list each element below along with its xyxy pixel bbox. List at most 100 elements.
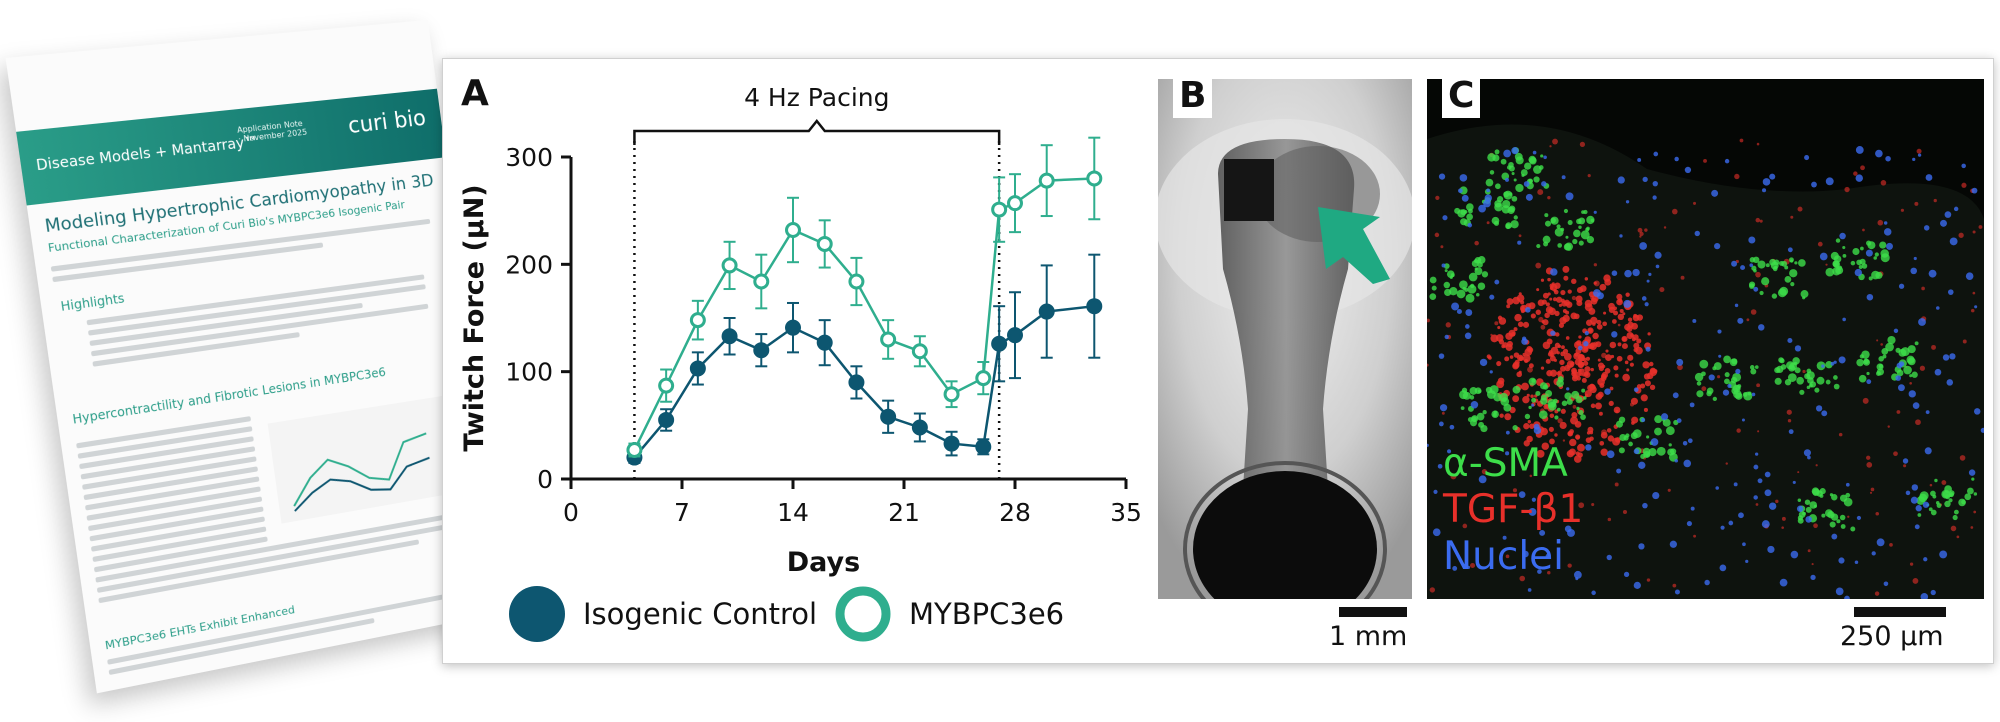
tgf-beta1-signal: [1630, 402, 1634, 406]
alpha-sma-signal: [1476, 293, 1480, 297]
tgf-beta1-signal: [1615, 374, 1619, 378]
nuclei-signal: [1974, 408, 1980, 414]
tgf-beta1-signal: [1578, 359, 1582, 363]
alpha-sma-signal: [1881, 348, 1888, 355]
alpha-sma-signal: [1789, 257, 1794, 262]
nuclei-signal: [1585, 444, 1591, 450]
nuclei-signal: [1725, 159, 1729, 163]
tgf-beta1-signal: [1839, 433, 1843, 437]
alpha-sma-signal: [1654, 428, 1662, 436]
nuclei-signal: [1791, 551, 1799, 559]
alpha-sma-signal: [1873, 256, 1877, 260]
alpha-sma-signal: [1460, 218, 1467, 225]
alpha-sma-signal: [1553, 399, 1558, 404]
stain-label-tgfb1: TGF-β1: [1443, 487, 1583, 532]
tgf-beta1-signal: [1498, 316, 1502, 320]
scale-bar-b: [1339, 607, 1407, 617]
nuclei-signal: [1690, 402, 1695, 407]
nuclei-signal: [1709, 374, 1715, 380]
alpha-sma-signal: [1573, 230, 1581, 238]
nuclei-signal: [1677, 418, 1682, 423]
tgf-beta1-signal: [1442, 412, 1445, 415]
nuclei-signal: [1618, 176, 1625, 183]
nuclei-signal: [1745, 560, 1748, 563]
alpha-sma-signal: [1444, 282, 1450, 288]
nuclei-signal: [1612, 270, 1618, 276]
alpha-sma-signal: [1507, 207, 1514, 214]
alpha-sma-signal: [1454, 208, 1460, 214]
alpha-sma-signal: [1461, 406, 1465, 410]
alpha-sma-signal: [1521, 174, 1524, 177]
tgf-beta1-signal: [1790, 216, 1793, 219]
alpha-sma-signal: [1713, 397, 1717, 401]
tgf-beta1-signal: [1625, 292, 1629, 296]
tgf-beta1-signal: [1585, 277, 1588, 280]
alpha-sma-signal: [1840, 515, 1846, 521]
alpha-sma-signal: [1492, 154, 1499, 161]
alpha-sma-signal: [1817, 377, 1825, 385]
tgf-beta1-signal: [1875, 512, 1879, 516]
alpha-sma-signal: [1466, 213, 1473, 220]
nuclei-signal: [1543, 156, 1547, 160]
nuclei-signal: [1762, 520, 1770, 528]
nuclei-signal: [1433, 528, 1441, 536]
nuclei-signal: [1753, 495, 1757, 499]
nuclei-signal: [1634, 387, 1639, 392]
data-point: [882, 410, 895, 423]
tgf-beta1-signal: [1549, 298, 1552, 301]
tgf-beta1-signal: [1573, 405, 1577, 409]
nuclei-signal: [1654, 252, 1661, 259]
data-point: [1009, 329, 1022, 342]
nuclei-signal: [1626, 200, 1629, 203]
nuclei-signal: [1884, 581, 1889, 586]
tgf-beta1-signal: [1557, 351, 1560, 354]
tgf-beta1-signal: [1504, 413, 1511, 420]
tgf-beta1-signal: [1595, 402, 1602, 409]
nuclei-signal: [1821, 410, 1827, 416]
alpha-sma-signal: [1581, 230, 1590, 239]
nuclei-signal: [1486, 188, 1490, 192]
nuclei-signal: [1755, 453, 1758, 456]
nuclei-signal: [1765, 489, 1772, 496]
tgf-beta1-signal: [1650, 368, 1658, 376]
tgf-beta1-signal: [1866, 456, 1870, 460]
pacing-annotation-label: 4 Hz Pacing: [744, 83, 889, 112]
alpha-sma-signal: [1866, 372, 1869, 375]
alpha-sma-signal: [1805, 499, 1810, 504]
nuclei-signal: [1670, 541, 1677, 548]
alpha-sma-signal: [1917, 513, 1921, 517]
tgf-beta1-signal: [1541, 279, 1544, 282]
mini-chart-icon: [268, 395, 463, 524]
nuclei-signal: [1652, 492, 1659, 499]
alpha-sma-signal: [1799, 390, 1804, 395]
tgf-beta1-signal: [1540, 428, 1548, 436]
nuclei-signal: [1676, 359, 1683, 366]
tgf-beta1-signal: [1802, 370, 1805, 373]
nuclei-signal: [1926, 410, 1930, 414]
tgf-beta1-signal: [1627, 355, 1633, 361]
nuclei-signal: [1692, 319, 1696, 323]
series-line-1: [634, 178, 1094, 450]
alpha-sma-signal: [1920, 491, 1929, 500]
alpha-sma-signal: [1512, 172, 1515, 175]
alpha-sma-signal: [1832, 267, 1840, 275]
alpha-sma-signal: [1931, 510, 1937, 516]
alpha-sma-signal: [1812, 489, 1819, 496]
alpha-sma-signal: [1531, 398, 1536, 403]
alpha-sma-signal: [1937, 503, 1942, 508]
tgf-beta1-signal: [1630, 363, 1634, 367]
nuclei-signal: [1884, 221, 1887, 224]
tgf-beta1-signal: [1564, 353, 1572, 361]
tgf-beta1-signal: [1644, 408, 1648, 412]
tgf-beta1-signal: [1554, 311, 1559, 316]
document-note-date: Application Note · November 2025: [237, 118, 309, 144]
alpha-sma-signal: [1772, 293, 1777, 298]
scale-label-c: 250 µm: [1840, 621, 1944, 652]
tgf-beta1-signal: [1440, 245, 1443, 248]
nuclei-signal: [1910, 268, 1917, 275]
alpha-sma-signal: [1619, 434, 1626, 441]
alpha-sma-signal: [1879, 364, 1883, 368]
alpha-sma-signal: [1514, 215, 1518, 219]
data-point: [1040, 174, 1053, 187]
tgf-beta1-signal: [1586, 357, 1590, 361]
